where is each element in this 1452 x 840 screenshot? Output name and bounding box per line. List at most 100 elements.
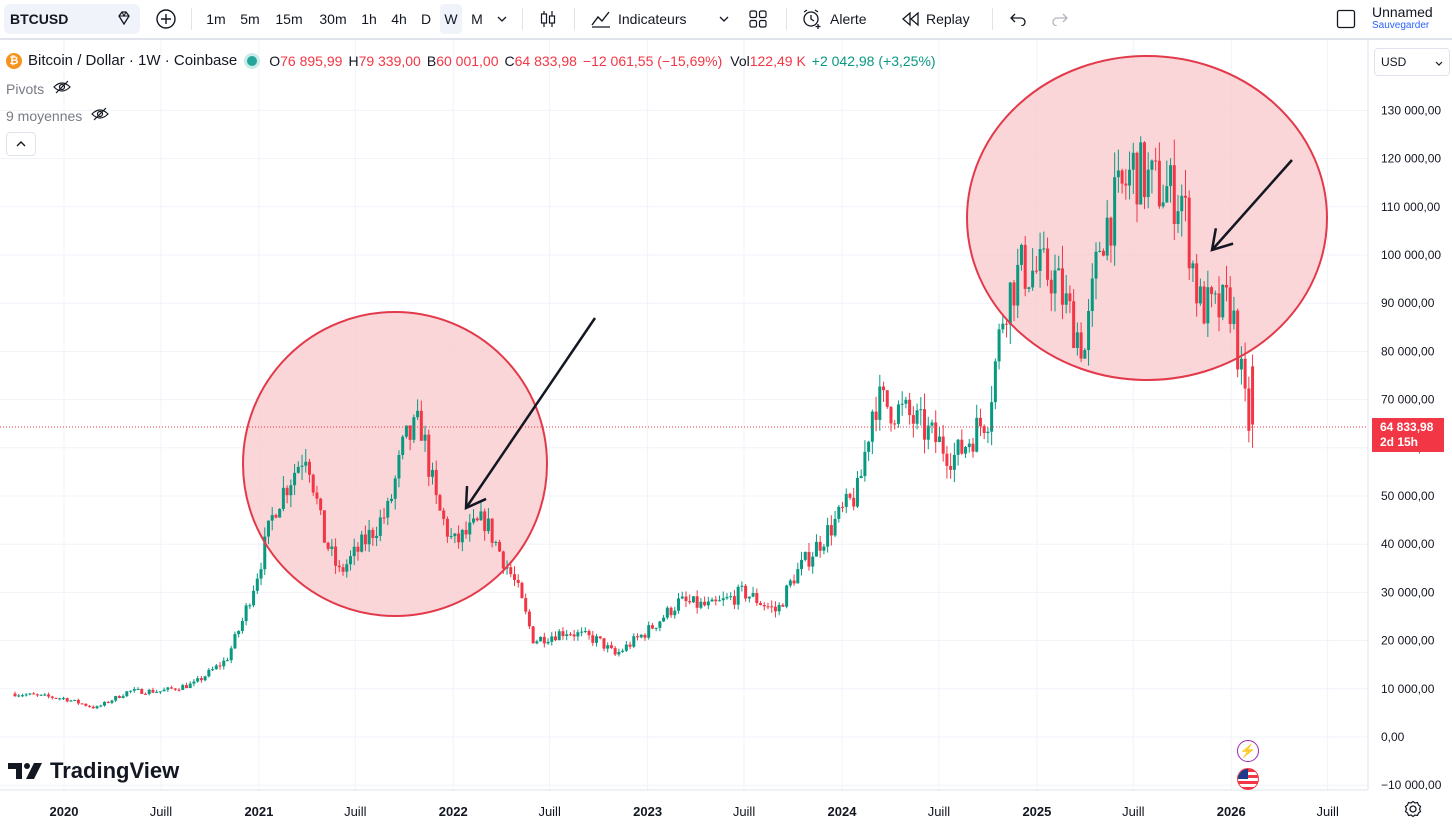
x-tick-label: Juill	[538, 804, 561, 819]
candle-body	[937, 436, 941, 443]
candle-body	[393, 478, 397, 499]
candle-body	[449, 536, 453, 538]
candle-body	[363, 534, 367, 545]
interval-15m[interactable]: 15m	[275, 11, 303, 27]
settings-icon[interactable]	[1404, 800, 1422, 823]
indicator-moyennes[interactable]: 9 moyennes	[6, 107, 110, 124]
open-value: 76 895,99	[280, 52, 343, 69]
candle-body	[136, 688, 140, 690]
indicators-icon[interactable]	[588, 0, 614, 38]
x-tick-label: 2024	[828, 804, 858, 819]
y-tick-label: 50 000,00	[1381, 489, 1435, 503]
interval-m[interactable]: M	[471, 11, 483, 27]
candle-body	[1183, 195, 1187, 198]
replay-button[interactable]: Replay	[926, 11, 970, 27]
candle-body	[218, 665, 222, 667]
interval-4h[interactable]: 4h	[391, 11, 407, 27]
candle-body	[632, 636, 636, 647]
candle-body	[915, 410, 919, 424]
candle-body	[304, 461, 308, 466]
candle-body	[1139, 142, 1143, 205]
interval-d[interactable]: D	[420, 11, 432, 27]
interval-5m[interactable]: 5m	[240, 11, 260, 27]
candle-body	[486, 518, 490, 532]
collapse-legend-button[interactable]	[6, 132, 36, 156]
candle-body	[1146, 169, 1150, 198]
candle-body	[900, 403, 904, 405]
candle-body	[319, 498, 323, 511]
us-flag-icon[interactable]	[1237, 768, 1259, 790]
candle-body	[762, 604, 766, 607]
candle-body	[561, 631, 565, 637]
candle-body	[844, 493, 848, 507]
candle-body	[1008, 282, 1012, 325]
candle-body	[1079, 332, 1083, 359]
indicator-pivots[interactable]: Pivots	[6, 80, 72, 97]
candle-body	[926, 425, 930, 440]
candle-body	[125, 691, 129, 697]
candle-body	[1068, 293, 1072, 302]
candle-body	[919, 409, 923, 411]
layout-name[interactable]: Unnamed Sauvegarder	[1372, 4, 1433, 31]
separator	[522, 8, 523, 30]
candle-body	[706, 601, 710, 606]
candle-body	[1075, 332, 1079, 349]
lightning-icon[interactable]: ⚡	[1237, 740, 1259, 762]
replay-icon[interactable]	[896, 0, 924, 38]
low-label: B	[426, 52, 437, 69]
candle-body	[188, 683, 192, 689]
candle-body	[759, 603, 763, 605]
layout-grid-icon[interactable]	[744, 0, 772, 38]
candle-body	[781, 604, 785, 607]
symbol-search[interactable]: BTCUSD	[4, 4, 140, 34]
add-symbol-icon[interactable]	[150, 0, 182, 38]
candle-body	[196, 678, 200, 682]
checkbox-icon[interactable]	[1332, 0, 1360, 38]
candle-body	[278, 509, 282, 518]
candle-body	[203, 676, 207, 681]
candle-body	[80, 703, 84, 705]
open-label: O	[269, 52, 281, 69]
candle-body	[531, 626, 535, 644]
interval-1m[interactable]: 1m	[206, 11, 226, 27]
candle-body	[1120, 170, 1124, 184]
diamond-icon[interactable]	[116, 10, 132, 29]
candles-icon[interactable]	[534, 0, 562, 38]
candle-body	[434, 469, 438, 496]
indicators-button[interactable]: Indicateurs	[618, 11, 687, 27]
candle-body	[695, 596, 699, 608]
candle-body	[565, 634, 569, 637]
interval-w[interactable]: W	[440, 4, 462, 34]
candle-body	[732, 596, 736, 605]
alert-button[interactable]: Alerte	[830, 11, 867, 27]
chevron-down-icon[interactable]	[492, 0, 512, 38]
top-toolbar: BTCUSD 1m 5m 15m 30m 1h 4h D W M Indicat…	[0, 0, 1452, 38]
candle-body	[408, 425, 412, 440]
currency-select[interactable]: USD	[1374, 48, 1450, 76]
y-tick-label: 110 000,00	[1381, 200, 1440, 214]
candle-body	[155, 691, 159, 693]
alarm-icon[interactable]	[798, 0, 826, 38]
price-chart[interactable]: 130 000,00 120 000,00 110 000,00 100 000,00…	[0, 40, 1452, 840]
x-tick-label: Juill	[733, 804, 756, 819]
series-title[interactable]: Bitcoin / Dollar · 1W · Coinbase	[28, 52, 238, 69]
redo-icon[interactable]	[1046, 0, 1074, 38]
candle-body	[17, 695, 21, 697]
candle-body	[803, 552, 807, 560]
candle-body	[814, 541, 818, 557]
brand-name: TradingView	[50, 758, 180, 783]
save-link[interactable]: Sauvegarder	[1372, 20, 1430, 31]
undo-icon[interactable]	[1004, 0, 1032, 38]
eye-off-icon[interactable]	[52, 80, 72, 97]
y-tick-label: 80 000,00	[1381, 344, 1435, 358]
interval-1h[interactable]: 1h	[361, 11, 377, 27]
candle-body	[114, 696, 118, 701]
candle-body	[337, 565, 341, 568]
candle-body	[479, 511, 483, 521]
interval-30m[interactable]: 30m	[319, 11, 347, 27]
separator	[992, 8, 993, 30]
eye-off-icon[interactable]	[90, 107, 110, 124]
candle-body	[867, 441, 871, 452]
chevron-down-icon[interactable]	[712, 0, 736, 38]
market-status-icon[interactable]	[247, 55, 258, 66]
